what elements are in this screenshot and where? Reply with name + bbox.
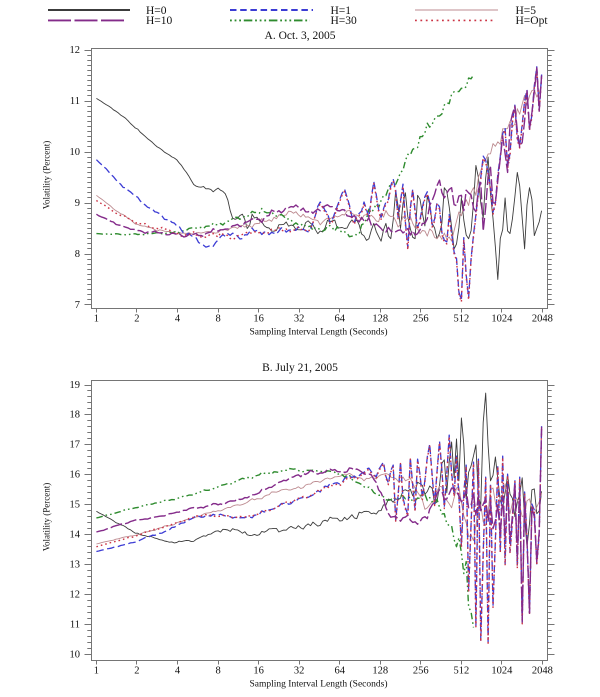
svg-text:18: 18: [70, 410, 81, 421]
svg-text:32: 32: [294, 666, 305, 677]
svg-text:7: 7: [75, 300, 80, 311]
svg-text:16: 16: [70, 470, 81, 481]
svg-text:H=10: H=10: [146, 15, 173, 27]
svg-text:14: 14: [70, 530, 81, 541]
svg-text:2: 2: [134, 666, 139, 677]
svg-text:8: 8: [215, 314, 220, 325]
svg-text:32: 32: [294, 314, 305, 325]
svg-text:H=0: H=0: [146, 5, 167, 17]
svg-text:2: 2: [134, 314, 139, 325]
svg-text:4: 4: [175, 314, 181, 325]
svg-text:H=Opt: H=Opt: [516, 15, 549, 27]
svg-text:Volatility (Percent): Volatility (Percent): [42, 141, 52, 210]
svg-text:A. Oct. 3, 2005: A. Oct. 3, 2005: [265, 30, 336, 42]
svg-text:1024: 1024: [491, 314, 513, 325]
svg-text:256: 256: [413, 666, 429, 677]
svg-text:9: 9: [75, 198, 80, 209]
svg-text:512: 512: [454, 314, 470, 325]
svg-text:64: 64: [334, 666, 345, 677]
svg-text:Sampling Interval Length (Seco: Sampling Interval Length (Seconds): [250, 326, 388, 337]
svg-text:16: 16: [253, 314, 264, 325]
svg-text:2048: 2048: [532, 314, 553, 325]
svg-text:11: 11: [70, 96, 80, 107]
svg-text:512: 512: [454, 666, 470, 677]
svg-text:8: 8: [75, 249, 80, 260]
svg-text:2048: 2048: [532, 666, 553, 677]
svg-text:17: 17: [70, 440, 81, 451]
svg-text:16: 16: [253, 666, 264, 677]
svg-text:11: 11: [70, 619, 80, 630]
svg-text:1: 1: [94, 314, 99, 325]
svg-text:10: 10: [70, 147, 81, 158]
svg-text:64: 64: [334, 314, 345, 325]
svg-text:1024: 1024: [491, 666, 513, 677]
svg-text:4: 4: [175, 666, 181, 677]
svg-text:H=5: H=5: [516, 5, 537, 17]
svg-text:13: 13: [70, 559, 81, 570]
svg-text:128: 128: [372, 314, 388, 325]
svg-text:256: 256: [413, 314, 429, 325]
svg-text:Volatility (Percent): Volatility (Percent): [42, 483, 52, 552]
svg-text:B. July 21, 2005: B. July 21, 2005: [262, 362, 338, 374]
svg-text:10: 10: [70, 649, 81, 660]
svg-text:128: 128: [372, 666, 388, 677]
svg-text:8: 8: [215, 666, 220, 677]
svg-text:12: 12: [70, 589, 81, 600]
svg-text:15: 15: [70, 500, 81, 511]
svg-text:H=30: H=30: [331, 15, 358, 27]
svg-text:H=1: H=1: [331, 5, 352, 17]
svg-text:19: 19: [70, 380, 81, 391]
svg-text:1: 1: [94, 666, 99, 677]
svg-text:Sampling Interval Length (Seco: Sampling Interval Length (Seconds): [250, 678, 388, 689]
svg-text:12: 12: [70, 45, 81, 56]
